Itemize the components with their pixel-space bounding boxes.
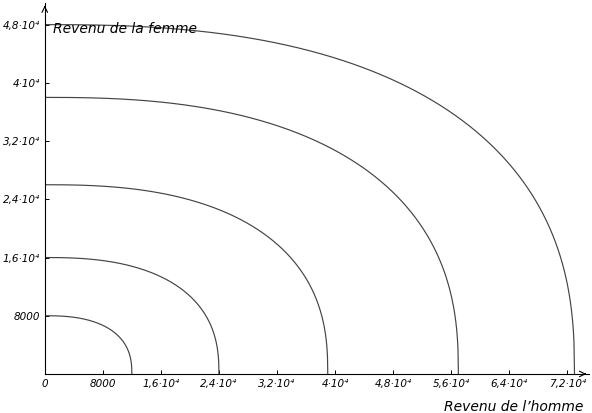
Text: Revenu de la femme: Revenu de la femme: [53, 22, 197, 36]
Text: Revenu de l’homme: Revenu de l’homme: [444, 400, 584, 413]
